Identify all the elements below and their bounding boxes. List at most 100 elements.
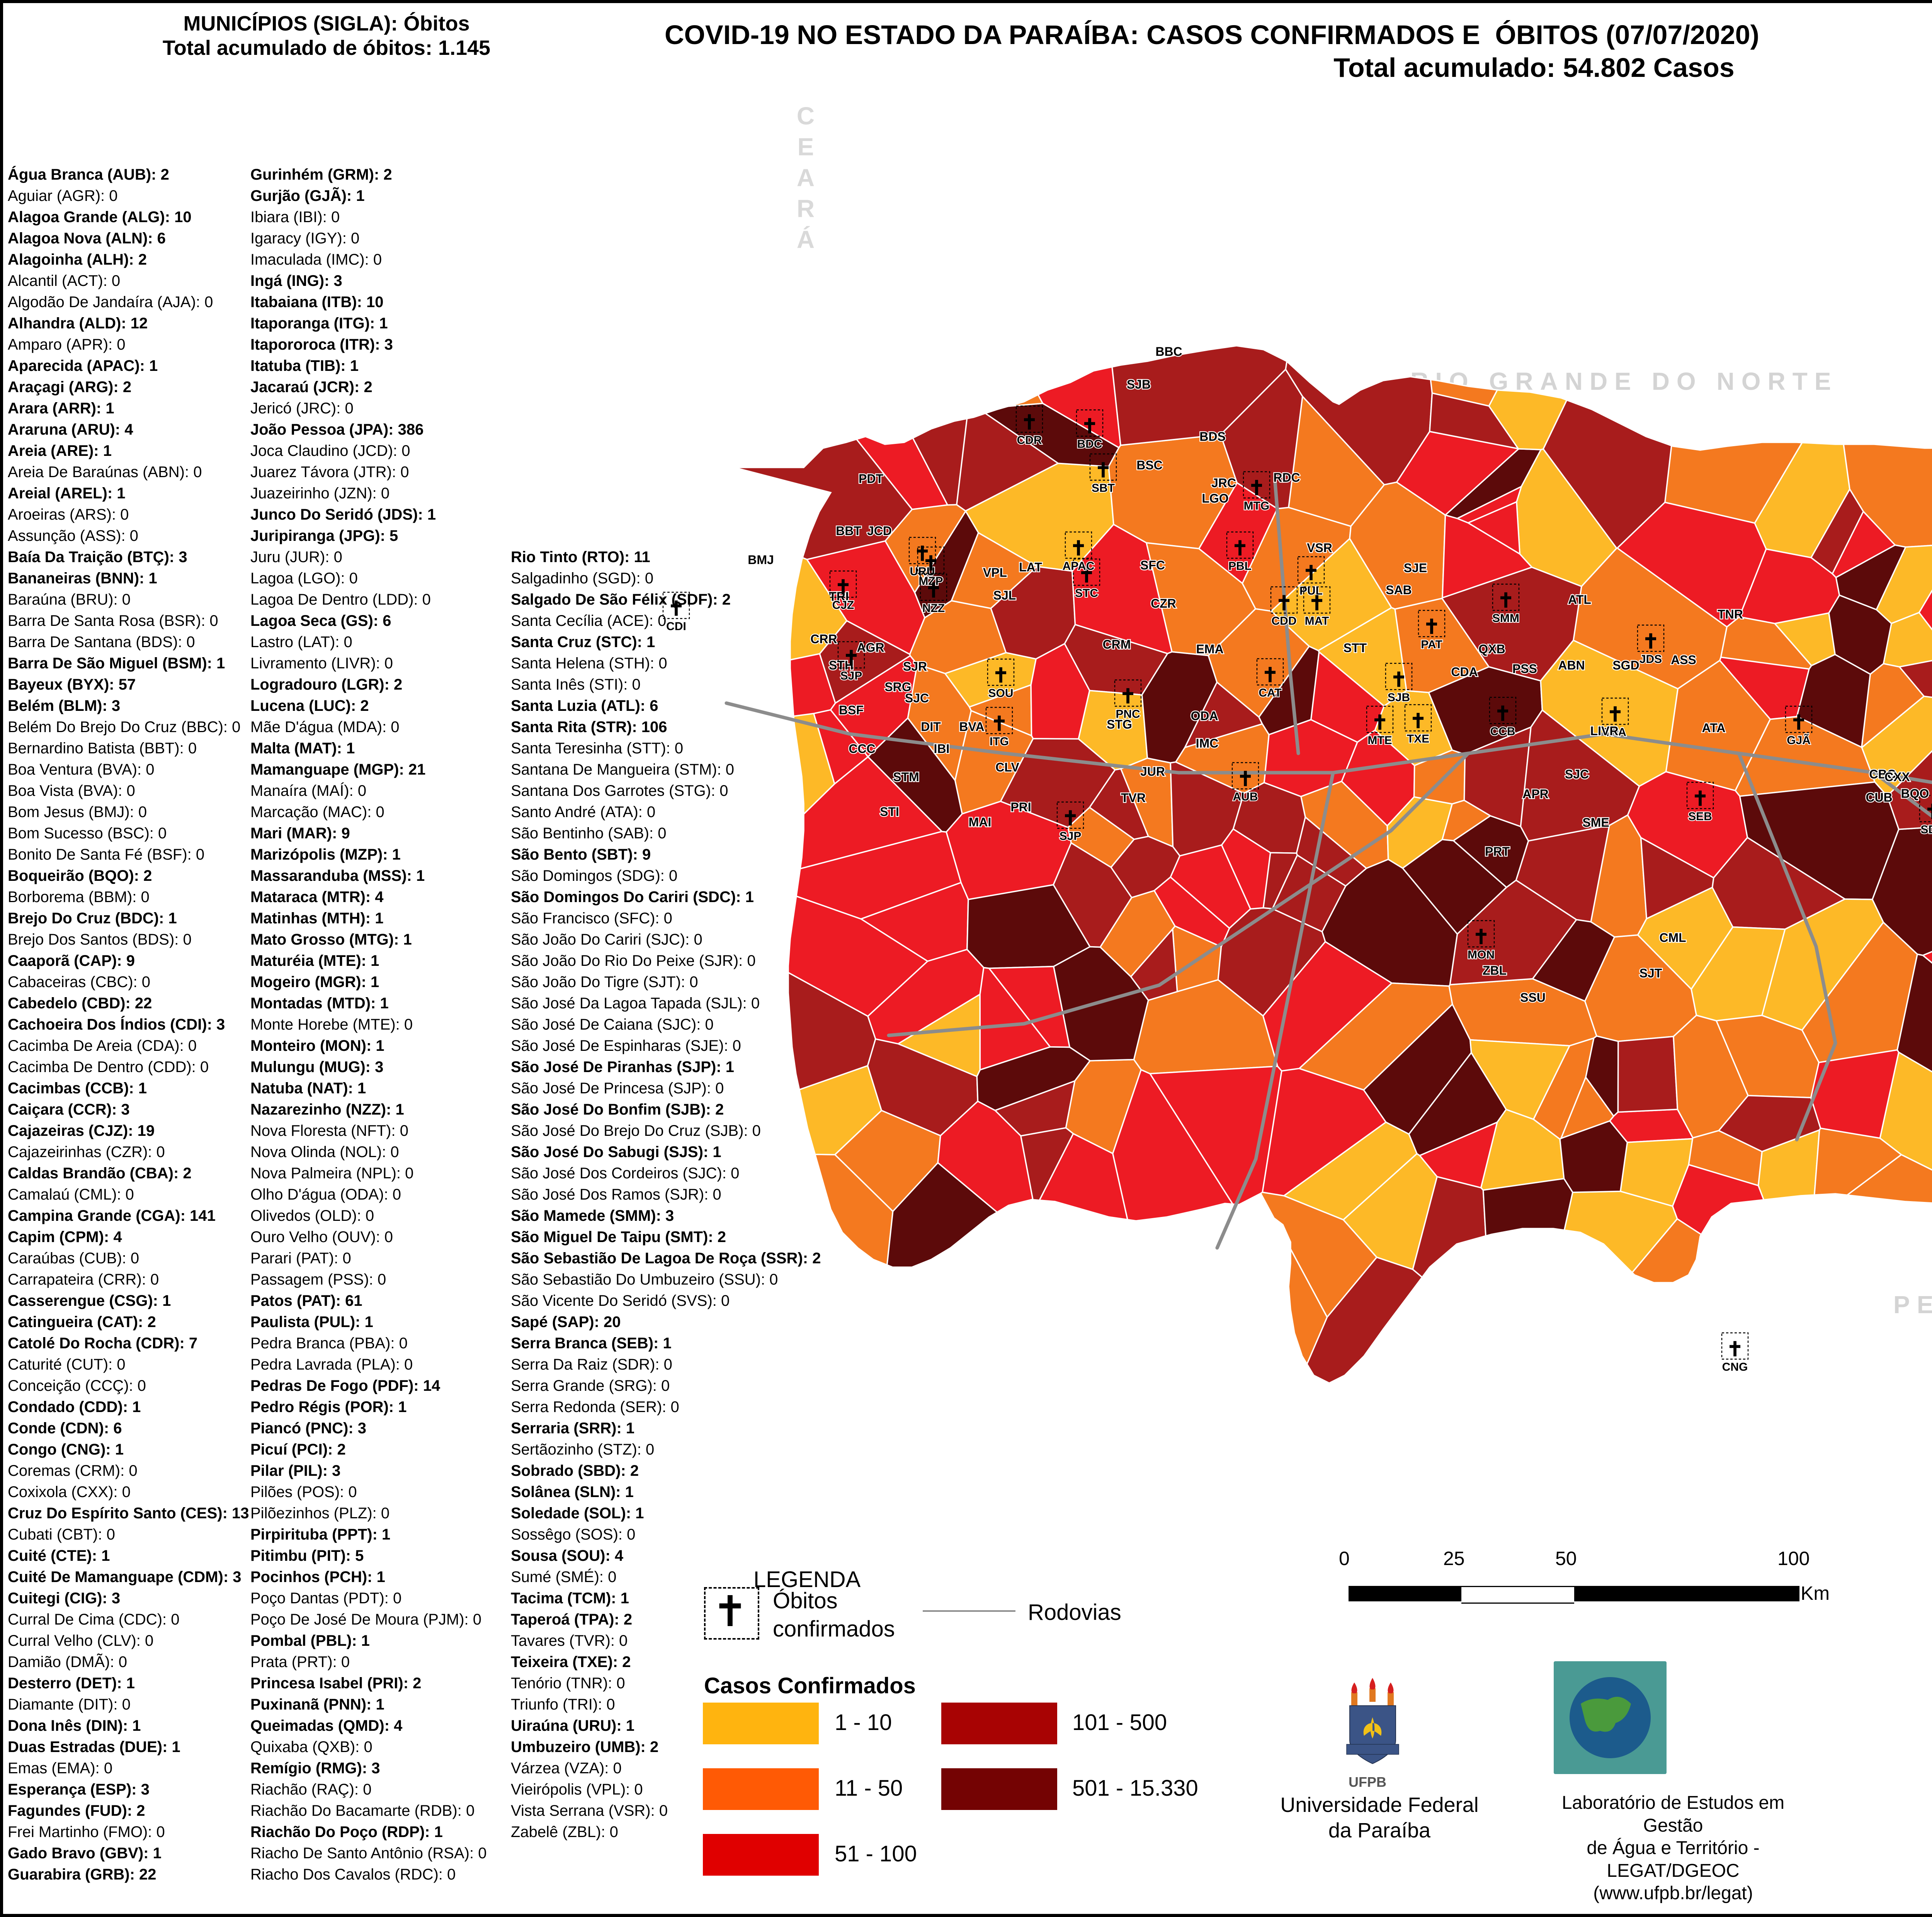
svg-text:AGR: AGR <box>857 641 884 654</box>
svg-text:CDA: CDA <box>1451 665 1478 679</box>
svg-text:VSR: VSR <box>1307 541 1332 555</box>
svg-text:STT: STT <box>1344 641 1367 655</box>
svg-text:SJT: SJT <box>1639 966 1662 980</box>
svg-text:SJE: SJE <box>1404 561 1427 575</box>
svg-text:SEB: SEB <box>1688 810 1712 823</box>
svg-text:✝: ✝ <box>1410 710 1427 732</box>
svg-text:SGD: SGD <box>1612 658 1639 672</box>
svg-text:✝: ✝ <box>1607 704 1624 726</box>
svg-text:CUB: CUB <box>1866 790 1892 804</box>
svg-text:NZZ: NZZ <box>922 602 945 615</box>
svg-text:✝: ✝ <box>1231 537 1248 560</box>
svg-text:APR: APR <box>1522 787 1549 801</box>
svg-text:✝: ✝ <box>1308 592 1325 615</box>
svg-text:CCC: CCC <box>849 742 875 756</box>
svg-text:PSS: PSS <box>1512 662 1537 676</box>
svg-text:✝: ✝ <box>992 664 1009 687</box>
svg-text:✝: ✝ <box>1726 1338 1743 1361</box>
svg-text:LGO: LGO <box>1202 491 1228 505</box>
svg-text:CLV: CLV <box>995 760 1019 774</box>
svg-text:✝: ✝ <box>991 713 1008 735</box>
svg-text:CNG: CNG <box>1722 1361 1748 1373</box>
svg-text:✝: ✝ <box>668 598 685 620</box>
svg-text:CZR: CZR <box>1151 597 1176 610</box>
svg-text:✝: ✝ <box>1692 788 1709 810</box>
svg-text:MAI: MAI <box>969 815 992 829</box>
svg-text:CJZ: CJZ <box>832 599 854 612</box>
svg-text:BBT: BBT <box>836 524 861 538</box>
svg-text:ITG: ITG <box>990 735 1009 748</box>
svg-text:ATL: ATL <box>1568 593 1591 607</box>
svg-text:BBC: BBC <box>1155 345 1182 359</box>
svg-text:JDS: JDS <box>1639 653 1662 666</box>
svg-text:✝: ✝ <box>925 580 942 602</box>
svg-text:✝: ✝ <box>1276 592 1293 615</box>
svg-text:PAT: PAT <box>1421 638 1442 651</box>
svg-text:LAT: LAT <box>1019 560 1042 574</box>
svg-text:✝: ✝ <box>1095 459 1112 482</box>
svg-text:MON: MON <box>1468 948 1495 961</box>
svg-text:SJP: SJP <box>840 670 862 682</box>
svg-text:SFC: SFC <box>1140 558 1165 572</box>
svg-text:✝: ✝ <box>1790 712 1807 734</box>
svg-text:PRI: PRI <box>1010 800 1031 814</box>
svg-text:CAT: CAT <box>1259 687 1281 699</box>
svg-text:PDT: PDT <box>859 472 883 486</box>
svg-text:STG: STG <box>1107 717 1132 731</box>
svg-text:CDI: CDI <box>666 620 686 633</box>
svg-text:✝: ✝ <box>1924 801 1932 823</box>
svg-text:SJB: SJB <box>1388 691 1410 704</box>
svg-text:CRR: CRR <box>810 632 837 646</box>
svg-text:✝: ✝ <box>922 552 939 575</box>
svg-text:TXE: TXE <box>1407 732 1429 745</box>
svg-text:✝: ✝ <box>1248 477 1265 500</box>
svg-text:✝: ✝ <box>1473 926 1490 948</box>
svg-text:STC: STC <box>1075 587 1098 600</box>
svg-text:ZBL: ZBL <box>1483 964 1507 977</box>
svg-text:ATA: ATA <box>1702 721 1725 735</box>
svg-text:STI: STI <box>880 805 899 819</box>
svg-text:SJL: SJL <box>993 588 1016 602</box>
svg-text:✝: ✝ <box>1262 664 1279 687</box>
svg-text:IMC: IMC <box>1196 736 1219 750</box>
svg-text:BDS: BDS <box>1199 430 1226 444</box>
svg-text:GJÃ: GJÃ <box>1787 734 1811 747</box>
svg-text:SJR: SJR <box>903 659 927 673</box>
svg-text:VPL: VPL <box>983 566 1007 580</box>
svg-text:✝: ✝ <box>1070 537 1087 560</box>
svg-text:TVR: TVR <box>1121 791 1146 805</box>
svg-text:✝: ✝ <box>1021 411 1038 434</box>
svg-text:CCB: CCB <box>1490 725 1515 738</box>
svg-text:EMA: EMA <box>1196 642 1223 656</box>
svg-text:MTG: MTG <box>1244 500 1270 512</box>
svg-text:AUB: AUB <box>1233 790 1258 803</box>
svg-text:IBI: IBI <box>934 742 950 756</box>
svg-text:✝: ✝ <box>835 576 852 599</box>
svg-text:PRT: PRT <box>1485 845 1510 858</box>
svg-text:JRC: JRC <box>1211 476 1236 490</box>
svg-text:SSU: SSU <box>1520 991 1546 1004</box>
svg-text:CXX: CXX <box>1884 770 1910 784</box>
svg-text:BDC: BDC <box>1077 438 1102 450</box>
svg-text:TNR: TNR <box>1718 607 1743 621</box>
svg-text:SBT: SBT <box>1092 482 1115 495</box>
svg-text:JCD: JCD <box>867 524 892 538</box>
svg-text:APAC: APAC <box>1063 560 1095 573</box>
svg-text:CDR: CDR <box>1017 434 1042 447</box>
svg-text:✝: ✝ <box>1642 631 1659 653</box>
svg-text:✝: ✝ <box>1497 590 1514 612</box>
svg-text:✝: ✝ <box>1371 712 1388 734</box>
svg-text:SAB: SAB <box>1386 583 1412 597</box>
svg-text:✝: ✝ <box>1423 616 1440 638</box>
svg-text:SDC: SDC <box>1920 823 1932 836</box>
svg-text:ABN: ABN <box>1558 658 1585 672</box>
svg-text:✝: ✝ <box>1237 768 1254 790</box>
svg-text:BSF: BSF <box>839 703 864 717</box>
svg-text:CRM: CRM <box>1103 637 1131 651</box>
svg-text:BVA: BVA <box>959 720 984 734</box>
svg-text:DIT: DIT <box>921 720 941 734</box>
svg-text:MAT: MAT <box>1305 615 1329 627</box>
svg-text:BSC: BSC <box>1136 458 1163 472</box>
svg-text:SJP: SJP <box>1060 830 1082 843</box>
svg-text:BMJ: BMJ <box>748 553 774 567</box>
